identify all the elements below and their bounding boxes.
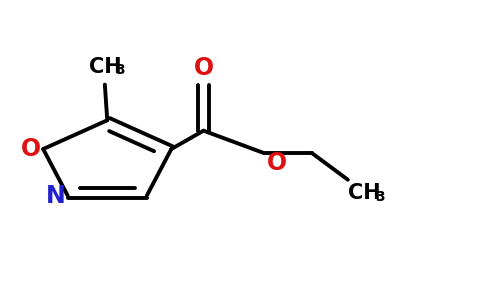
Text: CH: CH — [348, 183, 381, 203]
Text: O: O — [194, 56, 213, 80]
Text: 3: 3 — [116, 63, 125, 77]
Text: O: O — [267, 152, 287, 176]
Text: 3: 3 — [375, 190, 385, 204]
Text: CH: CH — [89, 57, 121, 77]
Text: O: O — [21, 137, 41, 161]
Text: N: N — [46, 184, 65, 208]
